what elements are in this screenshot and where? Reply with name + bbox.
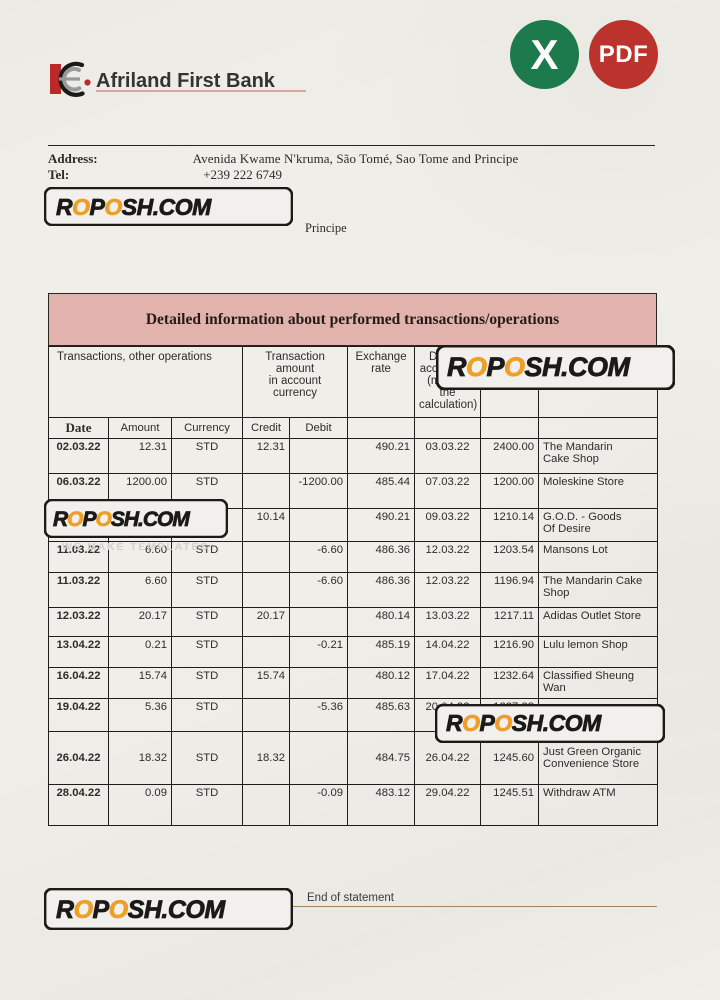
svg-text:Afriland First Bank: Afriland First Bank: [96, 70, 276, 92]
svg-text:ROPOSH.COM: ROPOSH.COM: [447, 352, 631, 382]
svg-text:ROPOSH.COM: ROPOSH.COM: [446, 710, 602, 736]
svg-text:ROPOSH.COM: ROPOSH.COM: [56, 896, 226, 924]
svg-text:ROPOSH.COM: ROPOSH.COM: [53, 508, 190, 531]
svg-text:ROPOSH.COM: ROPOSH.COM: [56, 194, 212, 220]
